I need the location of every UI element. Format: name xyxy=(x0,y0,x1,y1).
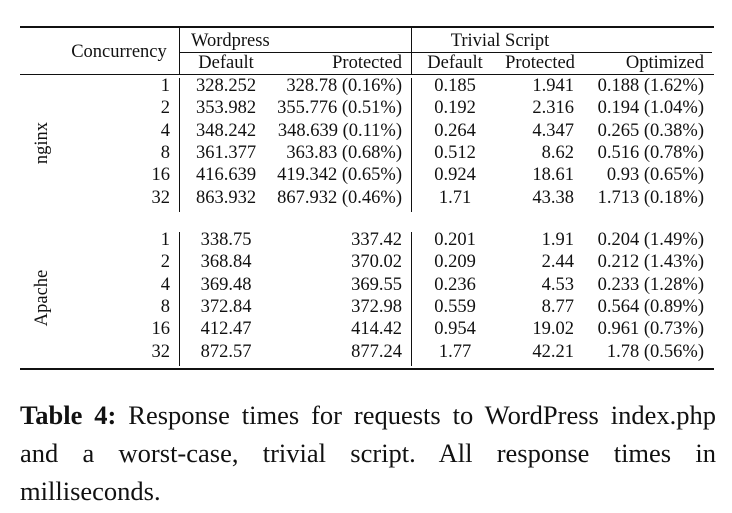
subheader-trivial-protected: Protected xyxy=(505,53,575,73)
results-table: Concurrency Wordpress Trivial Script Def… xyxy=(20,26,714,370)
cell-concurrency: 2 xyxy=(160,98,170,119)
cell-trivial-optimized: 0.265 (0.38%) xyxy=(597,120,704,141)
cell-wp-default: 353.982 xyxy=(195,98,257,119)
top-rule xyxy=(20,26,714,28)
cell-wp-protected: 348.639 (0.11%) xyxy=(277,120,402,141)
cell-trivial-default: 1.77 xyxy=(438,341,472,362)
subheader-trivial-default: Default xyxy=(427,53,483,73)
header-midrule-trivial xyxy=(412,52,712,53)
cell-trivial-protected: 8.77 xyxy=(541,296,574,317)
cell-wp-default: 338.75 xyxy=(200,230,252,250)
header-concurrency: Concurrency xyxy=(71,42,167,62)
cell-trivial-protected: 2.316 xyxy=(532,98,574,119)
header-wordpress: Wordpress xyxy=(191,31,270,51)
cell-trivial-optimized: 0.93 (0.65%) xyxy=(606,165,704,186)
cell-wp-protected: 337.42 xyxy=(351,230,402,250)
column-divider xyxy=(179,232,180,366)
cell-wp-protected: 363.83 (0.68%) xyxy=(286,142,402,163)
cell-concurrency: 16 xyxy=(151,319,171,340)
cell-trivial-optimized: 0.204 (1.49%) xyxy=(597,230,704,250)
cell-trivial-default: 0.559 xyxy=(434,296,476,317)
cell-trivial-default: 0.209 xyxy=(434,252,476,273)
cell-trivial-optimized: 0.233 (1.28%) xyxy=(597,274,704,295)
cell-trivial-default: 0.236 xyxy=(434,274,476,295)
cell-wp-default: 863.932 xyxy=(195,187,257,208)
cell-wp-protected: 328.78 (0.16%) xyxy=(286,76,402,96)
cell-wp-default: 368.84 xyxy=(200,252,252,273)
cell-concurrency: 16 xyxy=(151,165,171,186)
cell-trivial-protected: 4.347 xyxy=(532,120,574,141)
cell-trivial-optimized: 0.194 (1.04%) xyxy=(597,98,704,119)
cell-trivial-protected: 43.38 xyxy=(532,187,574,208)
cell-trivial-protected: 18.61 xyxy=(532,165,574,186)
cell-trivial-default: 0.954 xyxy=(434,319,476,340)
cell-trivial-optimized: 0.961 (0.73%) xyxy=(597,319,704,340)
cell-trivial-protected: 2.44 xyxy=(541,252,574,273)
cell-wp-protected: 877.24 xyxy=(351,341,402,362)
cell-trivial-optimized: 0.564 (0.89%) xyxy=(597,296,704,317)
caption-text: Response times for requests to WordPress… xyxy=(20,400,716,506)
cell-concurrency: 32 xyxy=(151,187,171,208)
cell-wp-default: 328.252 xyxy=(195,76,257,96)
cell-concurrency: 1 xyxy=(160,230,170,250)
cell-wp-default: 872.57 xyxy=(200,341,252,362)
cell-concurrency: 32 xyxy=(151,341,171,362)
cell-concurrency: 4 xyxy=(160,120,170,141)
cell-concurrency: 1 xyxy=(160,76,170,96)
cell-trivial-default: 1.71 xyxy=(438,187,472,208)
cell-wp-protected: 419.342 (0.65%) xyxy=(277,165,402,186)
subheader-wp-default: Default xyxy=(198,53,254,73)
cell-wp-protected: 372.98 xyxy=(351,296,402,317)
cell-wp-default: 348.242 xyxy=(195,120,257,141)
cell-wp-default: 372.84 xyxy=(200,296,252,317)
subheader-trivial-optimized: Optimized xyxy=(625,53,704,73)
cell-trivial-optimized: 0.188 (1.62%) xyxy=(597,76,704,96)
cell-trivial-protected: 4.53 xyxy=(541,274,574,295)
table-caption: Table 4: Response times for requests to … xyxy=(20,396,716,510)
cell-wp-default: 361.377 xyxy=(195,142,257,163)
column-divider xyxy=(179,28,180,74)
cell-trivial-protected: 8.62 xyxy=(541,142,574,163)
group-label-apache: Apache xyxy=(32,269,52,327)
cell-concurrency: 4 xyxy=(160,274,170,295)
group-label-nginx: nginx xyxy=(32,121,52,165)
cell-wp-protected: 867.932 (0.46%) xyxy=(277,187,402,208)
header-midrule-wordpress xyxy=(180,52,412,53)
cell-concurrency: 2 xyxy=(160,252,170,273)
cell-wp-protected: 355.776 (0.51%) xyxy=(277,98,402,119)
cell-trivial-optimized: 1.713 (0.18%) xyxy=(597,187,704,208)
caption-label: Table 4: xyxy=(20,400,117,430)
column-divider xyxy=(411,78,412,212)
cell-trivial-default: 0.192 xyxy=(434,98,476,119)
cell-trivial-protected: 1.941 xyxy=(532,76,574,96)
cell-concurrency: 8 xyxy=(160,296,170,317)
cell-trivial-protected: 19.02 xyxy=(532,319,574,340)
header-trivial-script: Trivial Script xyxy=(450,31,550,51)
cell-wp-default: 412.47 xyxy=(200,319,252,340)
cell-trivial-protected: 42.21 xyxy=(532,341,574,362)
cell-wp-protected: 414.42 xyxy=(351,319,402,340)
cell-trivial-default: 0.185 xyxy=(434,76,476,96)
cell-wp-protected: 370.02 xyxy=(351,252,402,273)
cell-trivial-default: 0.924 xyxy=(434,165,476,186)
cell-trivial-optimized: 1.78 (0.56%) xyxy=(606,341,704,362)
cell-wp-protected: 369.55 xyxy=(351,274,402,295)
cell-trivial-default: 0.264 xyxy=(434,120,476,141)
cell-trivial-optimized: 0.516 (0.78%) xyxy=(597,142,704,163)
column-divider xyxy=(179,78,180,212)
cell-wp-default: 369.48 xyxy=(200,274,252,295)
cell-trivial-optimized: 0.212 (1.43%) xyxy=(597,252,704,273)
cell-trivial-default: 0.201 xyxy=(434,230,476,250)
column-divider xyxy=(411,28,412,74)
cell-trivial-default: 0.512 xyxy=(434,142,476,163)
column-divider xyxy=(411,232,412,366)
header-bottom-rule xyxy=(20,74,714,75)
cell-wp-default: 416.639 xyxy=(195,165,257,186)
cell-trivial-protected: 1.91 xyxy=(541,230,574,250)
subheader-wp-protected: Protected xyxy=(332,53,402,73)
bottom-rule xyxy=(20,368,714,370)
cell-concurrency: 8 xyxy=(160,142,170,163)
